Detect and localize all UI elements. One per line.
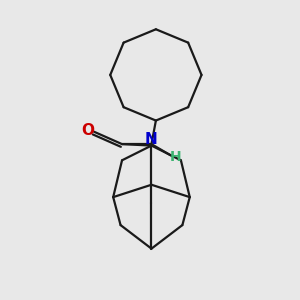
Text: N: N (145, 132, 158, 147)
Text: O: O (81, 123, 94, 138)
Text: H: H (170, 150, 182, 164)
